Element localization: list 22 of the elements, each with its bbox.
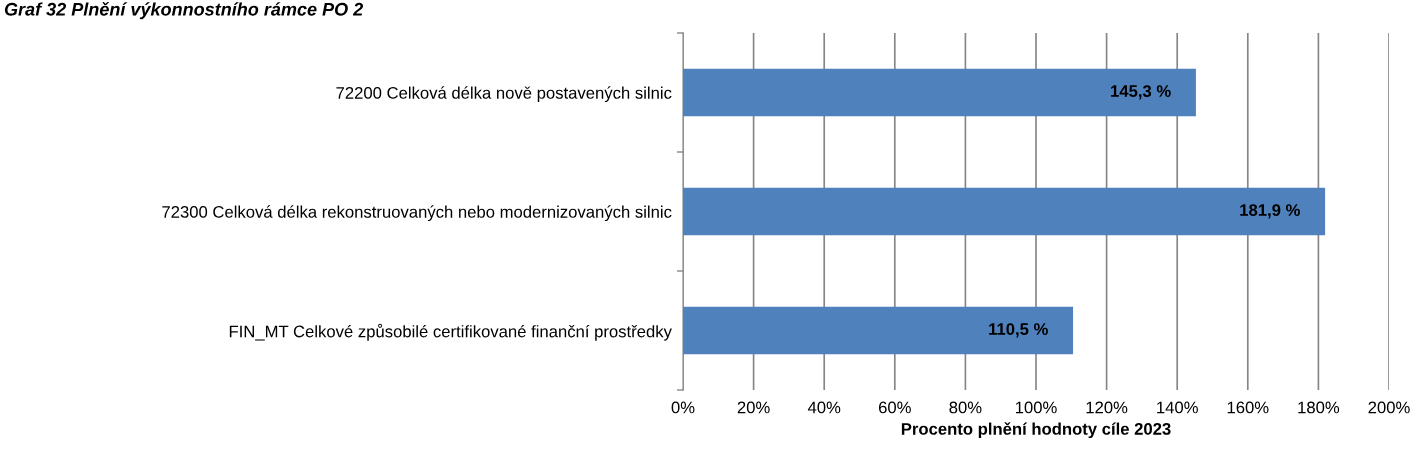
bar — [683, 68, 1196, 117]
x-tick-label: 200% — [1368, 401, 1410, 414]
x-tick-label: 0% — [671, 401, 695, 414]
x-tick-label: 40% — [807, 401, 841, 414]
y-tick-label: 72300 Celková délka rekonstruovaných nebo modernizovaných silnic — [162, 205, 672, 222]
y-tick-label: FIN_MT Celkové způsobilé certifikované finanční prostředky — [229, 323, 672, 341]
x-tick-label: 120% — [1086, 401, 1128, 414]
x-tick-label: 80% — [949, 401, 982, 414]
data-label: 145,3 % — [1111, 85, 1171, 100]
x-tick-label: 180% — [1298, 401, 1340, 414]
bar — [683, 306, 1074, 355]
x-tick-label: 100% — [1015, 401, 1057, 414]
bar — [683, 187, 1326, 236]
text: Graf 32 Plnění výkonnostního rámce PO 2 — [4, 2, 364, 20]
x-tick-label: 60% — [878, 401, 911, 414]
x-tick-label: 140% — [1157, 401, 1198, 414]
data-label: 110,5 % — [989, 323, 1048, 338]
data-label: 181,9 % — [1240, 204, 1300, 219]
x-tick-label: 20% — [737, 401, 770, 414]
y-tick-label: 72200 Celková délka nově postavených silnic — [336, 86, 672, 103]
x-axis-title: Procento plnění hodnoty cíle 2023 — [901, 422, 1171, 439]
x-tick-label: 160% — [1227, 401, 1269, 414]
